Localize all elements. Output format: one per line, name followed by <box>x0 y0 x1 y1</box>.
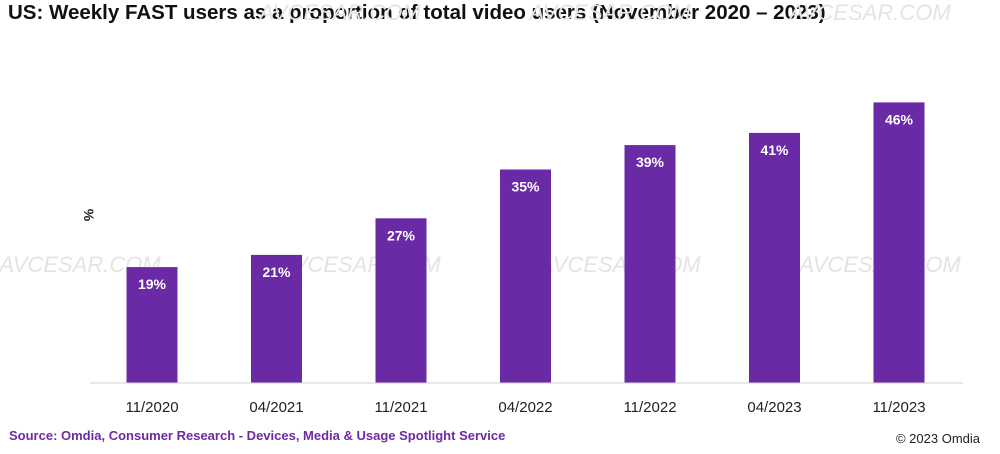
chart-title: US: Weekly FAST users as a proportion of… <box>8 1 826 24</box>
bar-value-label: 27% <box>387 227 416 243</box>
bar-value-label: 35% <box>511 179 540 195</box>
x-tick-label: 11/2023 <box>872 399 925 416</box>
bar <box>126 267 178 383</box>
x-tick-label: 11/2020 <box>125 399 178 416</box>
bars-group: 19% 21% 27% 35% 39% 41% 46% <box>126 102 925 384</box>
source-note: Source: Omdia, Consumer Research - Devic… <box>9 428 506 443</box>
watermark-text: AVCESAR.COM <box>257 0 421 25</box>
copyright-note: © 2023 Omdia <box>895 431 980 446</box>
watermark-layer: AVCESAR.COM AVCESAR.COM AVCESAR.COM AVCESAR… <box>0 0 961 277</box>
x-tick-label: 04/2023 <box>747 399 801 416</box>
x-tick-label: 04/2021 <box>249 399 303 416</box>
bar <box>251 254 302 383</box>
bar <box>624 145 676 383</box>
watermark-text: AVCESAR.COM <box>787 0 951 25</box>
bar <box>375 218 427 383</box>
x-tick-label: 04/2022 <box>498 399 552 416</box>
y-axis-label: % <box>81 209 97 222</box>
bar-value-label: 19% <box>138 276 167 292</box>
watermark-text: AVCESAR.COM <box>527 0 691 25</box>
bar <box>749 132 800 383</box>
bar-value-label: 41% <box>760 142 789 158</box>
bar <box>500 169 551 383</box>
bar-value-label: 46% <box>885 111 914 127</box>
watermark-text: AVCESAR.COM <box>537 252 701 277</box>
x-axis-ticks: 11/2020 04/2021 11/2021 04/2022 11/2022 04/20… <box>125 399 925 416</box>
x-tick-label: 11/2021 <box>374 399 427 416</box>
bar <box>873 102 925 384</box>
bar-value-label: 39% <box>636 154 665 170</box>
x-tick-label: 11/2022 <box>623 399 676 416</box>
bar-value-label: 21% <box>262 264 291 280</box>
